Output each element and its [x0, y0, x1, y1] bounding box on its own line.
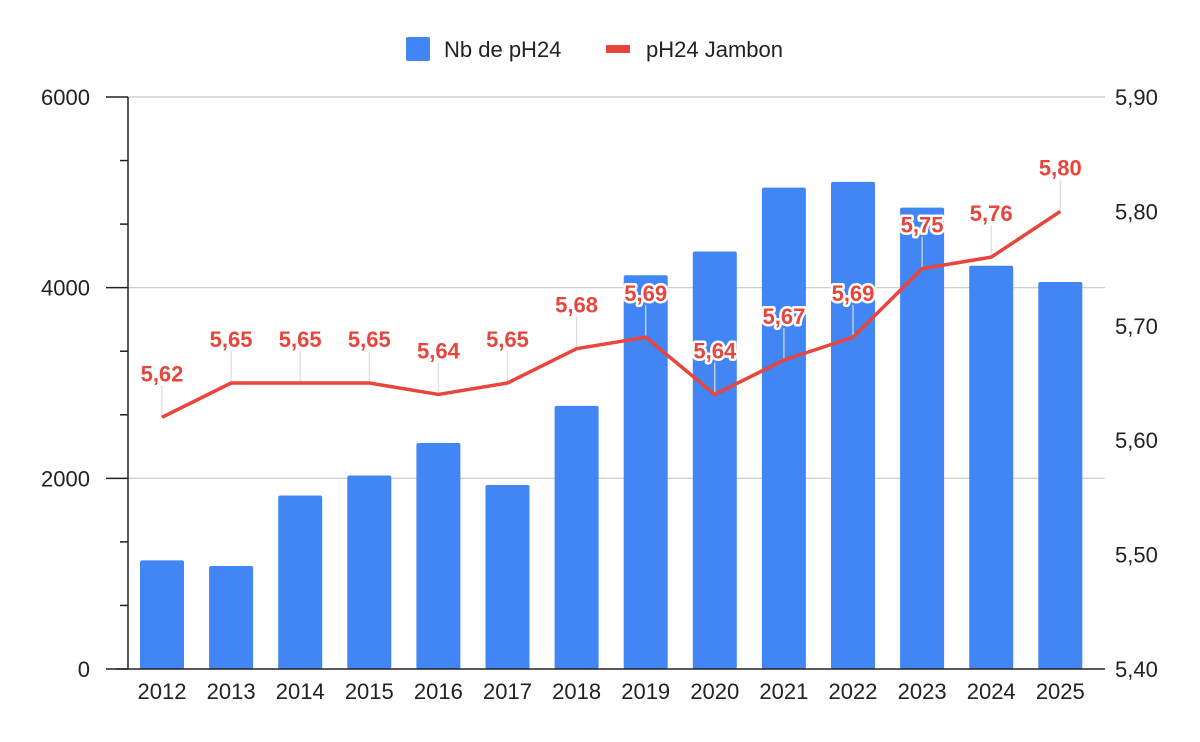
data-label-2016: 5,64 — [417, 338, 461, 363]
x-tick-2014: 2014 — [276, 679, 325, 704]
y-left-tick-1: 2000 — [41, 466, 90, 491]
x-tick-2024: 2024 — [967, 679, 1016, 704]
legend: Nb de pH24 pH24 Jambon — [406, 37, 783, 62]
bar-2025 — [1038, 281, 1083, 669]
data-labels: 5,62 5,65 5,65 5,65 5,64 5,65 5,68 5,69 5,64 5,67… — [138, 153, 1084, 389]
bar-series — [140, 181, 1083, 670]
bar-2023 — [900, 207, 945, 669]
gridlines — [128, 96, 1105, 479]
x-tick-2022: 2022 — [829, 679, 878, 704]
bar-2022 — [831, 181, 875, 669]
x-tick-2021: 2021 — [759, 679, 808, 704]
legend-swatch-line — [606, 45, 630, 53]
y-right-tick-1: 5,50 — [1115, 543, 1158, 568]
data-label-2022: 5,69 — [832, 281, 875, 306]
bar-2016 — [416, 443, 461, 669]
data-label-2025: 5,80 — [1039, 155, 1082, 180]
data-label-2015: 5,65 — [348, 327, 391, 352]
x-tick-2018: 2018 — [552, 679, 601, 704]
y-right-tick-0: 5,40 — [1115, 657, 1158, 682]
data-label-2019: 5,69 — [624, 281, 667, 306]
data-label-2021: 5,67 — [762, 304, 805, 329]
tick-labels: 0 2000 4000 6000 5,40 5,50 5,60 5,70 5,80 5,90 201… — [41, 85, 1158, 704]
bar-2014 — [278, 495, 323, 669]
bar-2019 — [623, 275, 668, 669]
y-right-tick-4: 5,80 — [1115, 199, 1158, 224]
bar-2012 — [140, 560, 184, 669]
x-tick-2012: 2012 — [138, 679, 187, 704]
data-label-2014: 5,65 — [279, 327, 322, 352]
y-right-tick-3: 5,70 — [1115, 314, 1158, 339]
bar-2015 — [347, 475, 392, 669]
x-tick-2025: 2025 — [1036, 679, 1085, 704]
data-label-2018: 5,68 — [555, 293, 598, 318]
data-label-2017: 5,65 — [486, 327, 529, 352]
bar-2020 — [692, 251, 737, 669]
data-label-2020: 5,64 — [693, 338, 737, 363]
legend-label-bar: Nb de pH24 — [444, 37, 561, 62]
data-label-2012: 5,62 — [141, 361, 184, 386]
x-tick-2019: 2019 — [621, 679, 670, 704]
x-tick-2016: 2016 — [414, 679, 463, 704]
line-series — [161, 179, 1062, 419]
data-label-2024: 5,76 — [970, 201, 1013, 226]
data-label-2013: 5,65 — [210, 327, 253, 352]
x-tick-2013: 2013 — [207, 679, 256, 704]
y-left-tick-2: 4000 — [41, 276, 90, 301]
x-tick-2020: 2020 — [690, 679, 739, 704]
axes — [106, 96, 1105, 670]
x-tick-2017: 2017 — [483, 679, 532, 704]
legend-label-line: pH24 Jambon — [646, 37, 783, 62]
x-tick-2015: 2015 — [345, 679, 394, 704]
y-left-tick-3: 6000 — [41, 85, 90, 110]
bar-2017 — [485, 485, 530, 669]
bar-2024 — [969, 265, 1014, 669]
y-left-tick-0: 0 — [78, 657, 90, 682]
data-label-2023: 5,75 — [901, 213, 944, 238]
x-tick-2023: 2023 — [898, 679, 947, 704]
legend-swatch-bar — [406, 37, 430, 61]
bar-2021 — [761, 187, 806, 670]
bar-2018 — [554, 405, 599, 669]
line-pH24-jambon — [161, 209, 1062, 419]
y-right-tick-2: 5,60 — [1115, 428, 1158, 453]
bar-2013 — [209, 566, 254, 669]
y-right-tick-5: 5,90 — [1115, 85, 1158, 110]
